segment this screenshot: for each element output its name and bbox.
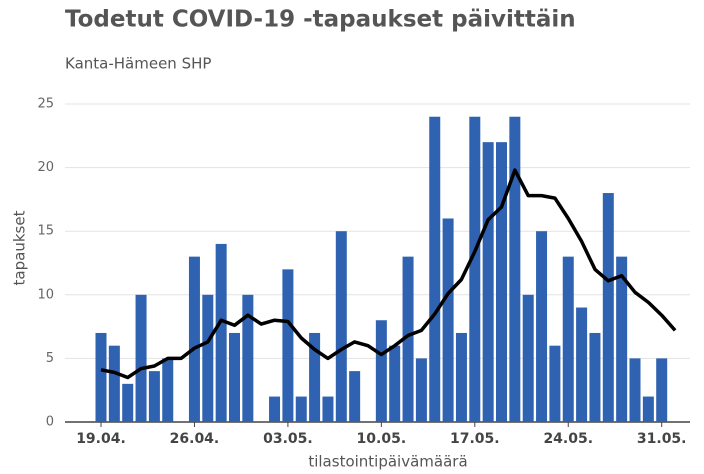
bar	[135, 294, 147, 422]
bar	[616, 256, 628, 422]
bar	[656, 358, 668, 422]
bar	[482, 142, 494, 422]
bar	[442, 218, 454, 422]
x-tick-label: 17.05.	[450, 431, 500, 447]
bar	[415, 358, 427, 422]
x-tick-label: 26.04.	[170, 431, 220, 447]
bar	[215, 243, 227, 422]
bar	[242, 294, 254, 422]
x-tick-label: 24.05.	[543, 431, 593, 447]
bar	[402, 256, 414, 422]
x-tick-label: 31.05.	[637, 431, 687, 447]
bar	[455, 332, 467, 422]
y-tick-label: 20	[37, 160, 54, 175]
bar	[162, 358, 174, 422]
bar	[229, 332, 240, 422]
y-tick-label: 5	[46, 351, 54, 366]
bar	[375, 320, 387, 422]
x-tick-label: 10.05.	[357, 431, 407, 447]
bar	[496, 142, 507, 422]
x-axis-label: tilastointipäivämäärä	[308, 453, 467, 471]
bar	[389, 345, 401, 422]
bar	[562, 256, 574, 422]
bar	[549, 345, 561, 422]
bar	[108, 345, 120, 422]
bar	[642, 396, 654, 422]
line	[100, 168, 677, 380]
bar	[589, 332, 601, 422]
bar	[429, 116, 441, 422]
bar	[522, 294, 534, 422]
bar	[282, 269, 294, 422]
y-axis-label: tapaukset	[11, 210, 29, 285]
bar	[335, 231, 347, 422]
bar	[202, 294, 214, 422]
bar	[576, 307, 588, 422]
chart-subtitle: Kanta-Hämeen SHP	[65, 55, 211, 73]
x-tick-label: 19.04.	[76, 431, 126, 447]
y-tick-label: 25	[37, 97, 54, 112]
bar	[122, 383, 134, 422]
bar	[188, 256, 200, 422]
bar	[469, 116, 481, 422]
y-tick-label: 15	[37, 224, 54, 239]
bar	[602, 193, 614, 422]
bar	[309, 332, 321, 422]
y-tick-label: 10	[37, 287, 54, 302]
x-tick-label: 03.05.	[263, 431, 313, 447]
y-tick-label: 0	[46, 415, 54, 430]
chart-title: Todetut COVID-19 -tapaukset päivittäin	[65, 7, 576, 33]
bar	[295, 396, 307, 422]
bar	[629, 358, 641, 422]
bar	[536, 231, 548, 422]
bar	[148, 371, 160, 422]
bar	[95, 332, 107, 422]
bar	[322, 396, 334, 422]
bar	[509, 116, 521, 422]
bar	[269, 396, 281, 422]
bar	[349, 371, 361, 422]
